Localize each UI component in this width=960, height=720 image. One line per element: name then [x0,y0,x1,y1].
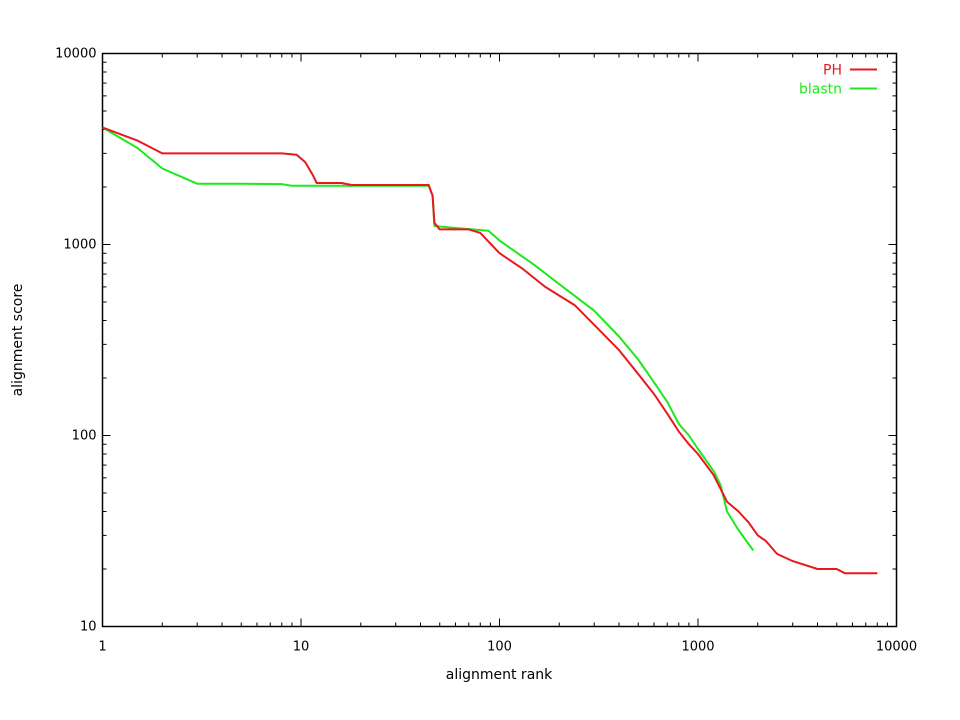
axis-ticks [102,53,897,627]
x-axis-label: alignment rank [446,667,553,683]
y-tick-label: 1000 [63,238,96,253]
series-layer [101,126,878,575]
plot-frame [101,52,898,628]
x-tick-label: 100 [487,640,512,655]
y-tick-label: 10000 [55,47,96,62]
legend-label-blastn: blastn [799,82,842,98]
y-tick-label: 100 [72,429,97,444]
series-line-blastn [101,126,755,552]
x-tick-label: 10000 [876,640,917,655]
legend-label-ph: PH [823,63,842,79]
x-tick-label: 10 [293,640,310,655]
x-tick-label: 1 [98,640,106,655]
legend: PH blastn [799,63,877,98]
y-axis-label: alignment score [10,284,26,397]
series-line-ph [102,126,878,575]
x-tick-label: 1000 [681,640,714,655]
y-tick-label: 10 [80,620,97,635]
